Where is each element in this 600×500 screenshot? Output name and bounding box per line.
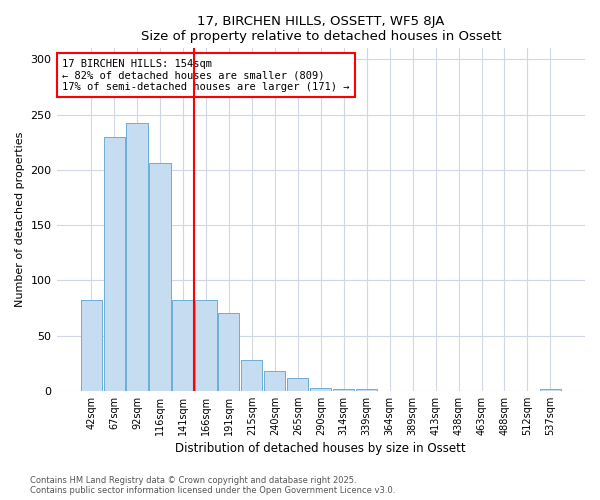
Bar <box>196 300 217 391</box>
Text: 17 BIRCHEN HILLS: 154sqm
← 82% of detached houses are smaller (809)
17% of semi-: 17 BIRCHEN HILLS: 154sqm ← 82% of detach… <box>62 58 349 92</box>
Bar <box>172 300 194 391</box>
Y-axis label: Number of detached properties: Number of detached properties <box>15 132 25 308</box>
Bar <box>333 388 354 391</box>
Bar <box>104 136 125 391</box>
Bar <box>264 371 286 391</box>
Bar <box>540 388 561 391</box>
Bar <box>356 388 377 391</box>
Bar <box>149 163 170 391</box>
Bar <box>127 124 148 391</box>
X-axis label: Distribution of detached houses by size in Ossett: Distribution of detached houses by size … <box>175 442 466 455</box>
Bar <box>310 388 331 391</box>
Text: Contains HM Land Registry data © Crown copyright and database right 2025.
Contai: Contains HM Land Registry data © Crown c… <box>30 476 395 495</box>
Bar <box>241 360 262 391</box>
Bar <box>287 378 308 391</box>
Bar <box>80 300 101 391</box>
Bar <box>218 314 239 391</box>
Title: 17, BIRCHEN HILLS, OSSETT, WF5 8JA
Size of property relative to detached houses : 17, BIRCHEN HILLS, OSSETT, WF5 8JA Size … <box>140 15 501 43</box>
